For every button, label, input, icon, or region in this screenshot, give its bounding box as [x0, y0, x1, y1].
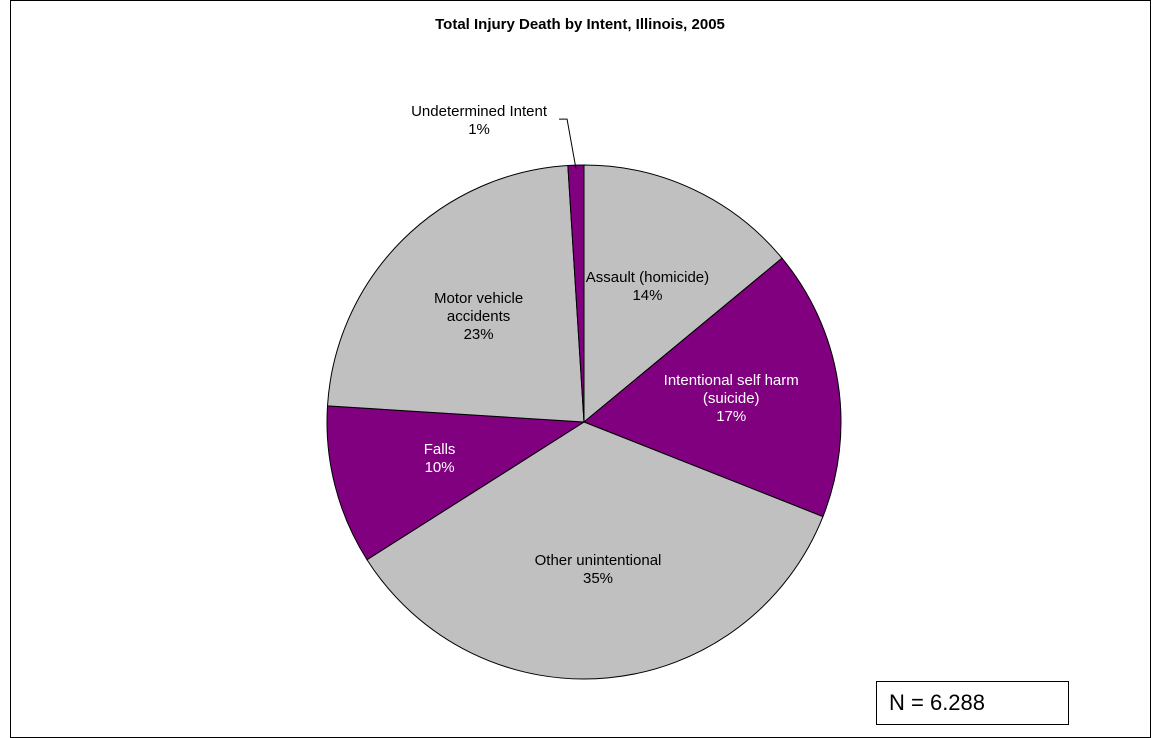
annotation: N = 6.288 — [876, 681, 1069, 725]
value-label: 1% — [468, 121, 490, 139]
slice-label: Motor vehicle accidents 23% — [409, 290, 549, 344]
slice-label: Falls 10% — [370, 441, 510, 477]
chart-title: Total Injury Death by Intent, Illinois, … — [435, 16, 725, 33]
pie-slice — [583, 164, 783, 424]
slice-label: Other unintentional 35% — [528, 552, 668, 588]
category-label: Assault (homicide) — [585, 269, 710, 287]
value-label: 23% — [463, 325, 494, 343]
slice-label: Intentional self harm (suicide) 17% — [661, 372, 801, 426]
slice-label: Undetermined Intent 1% — [409, 103, 549, 139]
category-label: Other unintentional — [534, 552, 662, 570]
category-label: Motor vehicle accidents — [433, 289, 524, 325]
value-label: 35% — [583, 570, 614, 588]
slice-label: Assault (homicide) 14% — [577, 269, 717, 305]
value-label: 10% — [424, 459, 455, 477]
pie-slice — [567, 164, 585, 423]
category-label: Intentional self harm (suicide) — [663, 371, 799, 407]
pie-slice — [583, 257, 842, 518]
value-label: 14% — [632, 287, 663, 305]
pie-slice — [326, 164, 585, 423]
pie-slice — [326, 405, 586, 561]
leader-line — [559, 118, 577, 170]
value-label: 17% — [716, 407, 747, 425]
category-label: Undetermined Intent — [411, 103, 547, 121]
pie-slice — [366, 421, 824, 680]
category-label: Falls — [423, 441, 456, 459]
